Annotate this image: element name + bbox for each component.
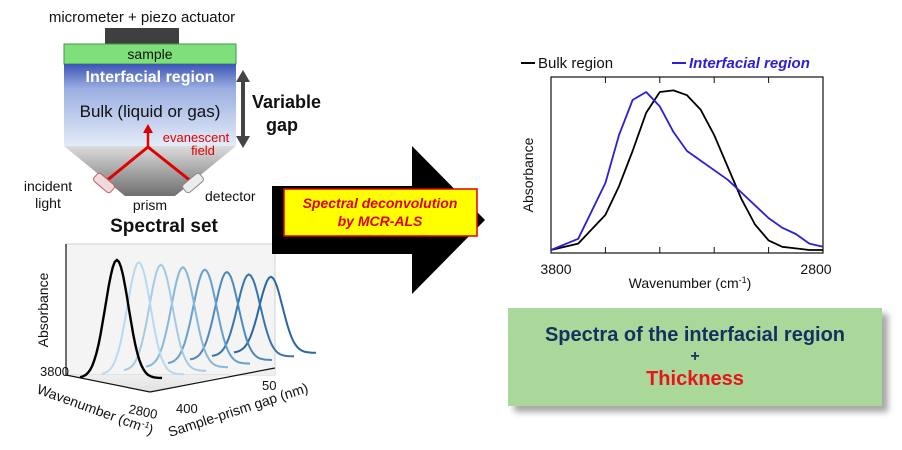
spectral-set-x-tick-2: 2800 (127, 401, 158, 422)
light-source (93, 172, 115, 194)
result-line2: + (690, 348, 700, 365)
result-line3: Thickness (646, 368, 744, 390)
evanescent-label-line1: evanescent (163, 130, 230, 145)
process-label-line1: Spectral deconvolution (303, 195, 458, 211)
process-arrow: Spectral deconvolution by MCR-ALS (272, 146, 485, 294)
detector-label: detector (205, 188, 256, 204)
spectral-curve (101, 261, 184, 376)
series-bulk-line (550, 89, 823, 251)
detector-unit (182, 172, 204, 194)
prism-label: prism (133, 197, 167, 213)
legend-bulk-label: Bulk region (538, 55, 613, 72)
result-y-label: Absorbance (520, 137, 536, 212)
legend-interfacial-label: Interfacial region (689, 55, 810, 72)
result-box: Spectra of the interfacial region + Thic… (508, 308, 882, 406)
result-line1: Spectra of the interfacial region (544, 324, 846, 346)
actuator-label: micrometer + piezo actuator (49, 9, 235, 26)
result-x-label: Wavenumber (cm-1) (629, 275, 752, 291)
spectral-set-y-label: Absorbance (35, 272, 51, 347)
process-label-box (283, 188, 478, 237)
interfacial-label: Interfacial region (86, 69, 215, 86)
result-x-tick-1: 3800 (540, 261, 571, 277)
actuator-block (105, 28, 179, 44)
spectral-set-z-tick-2: 50 (262, 378, 276, 393)
setup-diagram: micrometer + piezo actuator sample Inter… (24, 9, 321, 213)
incident-label-line1: incident (24, 178, 72, 194)
gap-label-line1: Variable (252, 92, 321, 112)
result-x-tick-2: 2800 (800, 261, 831, 277)
prism (64, 146, 236, 196)
incident-label-line2: light (35, 195, 61, 211)
spectral-set-z-tick-1: 400 (176, 401, 198, 416)
bulk-label: Bulk (liquid or gas) (80, 102, 221, 121)
sample-label: sample (127, 46, 172, 62)
chart-ticks (550, 77, 824, 253)
gap-label-line2: gap (266, 115, 298, 135)
gap-arrow (236, 70, 250, 148)
process-label-line2: by MCR-ALS (338, 213, 423, 229)
result-chart: Bulk region Interfacial region Absorbanc… (520, 55, 832, 291)
spectral-set-title: Spectral set (110, 216, 218, 237)
spectral-set-x-tick-1: 3800 (40, 364, 69, 379)
spectral-curve (79, 258, 162, 380)
chart-lines (550, 89, 824, 251)
series-interfacial-line (550, 91, 824, 251)
spectral-curves (79, 258, 317, 380)
evanescent-label-line2: field (191, 143, 215, 158)
